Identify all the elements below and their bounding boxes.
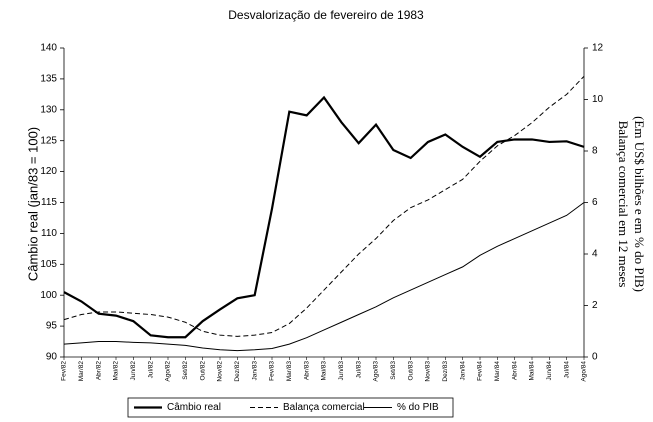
x-tick-label: Mar/83 (286, 361, 293, 382)
y-axis-label: Câmbio real (jan/83 = 100) (25, 127, 40, 281)
series-line (63, 75, 585, 337)
y-tick-label: 95 (46, 321, 58, 332)
x-tick-label: Ago/83 (373, 361, 380, 382)
x-tick-label: Mar/84 (494, 361, 501, 382)
x-tick-label: Ago/84 (581, 361, 588, 382)
x-tick-label: Fev/82 (61, 361, 68, 381)
x-tick-label: Abr/83 (303, 361, 310, 381)
y2-tick-label: 8 (592, 146, 598, 157)
y-tick-label: 135 (40, 74, 57, 85)
x-tick-label: Jul/84 (563, 361, 570, 379)
y-tick-label: 110 (41, 228, 57, 239)
y-tick-label: 125 (40, 135, 57, 146)
y2-axis-label: Balança comercial em 12 meses (616, 121, 631, 288)
x-tick-label: Mar/82 (78, 361, 85, 382)
series-line (63, 95, 585, 339)
x-tick-label: Dez/82 (234, 361, 241, 382)
x-tick-label: Fev/83 (269, 361, 276, 381)
x-tick-label: Set/83 (390, 361, 397, 380)
x-tick-label: Jan/83 (251, 361, 258, 381)
x-tick-label: Nov/83 (425, 361, 432, 382)
y-tick-label: 105 (40, 259, 57, 270)
x-tick-label: Jun/82 (130, 361, 137, 381)
y-tick-label: 130 (40, 104, 57, 115)
y-tick-label: 140 (40, 43, 57, 54)
x-tick-label: Jan/84 (459, 361, 466, 381)
x-tick-label: Ago/82 (165, 361, 172, 382)
x-tick-label: Set/82 (182, 361, 189, 380)
y2-tick-label: 6 (592, 197, 598, 208)
x-tick-label: Mai/84 (529, 361, 536, 381)
x-tick-label: Jun/84 (546, 361, 553, 381)
y2-tick-label: 2 (592, 300, 598, 311)
y2-tick-label: 12 (592, 43, 604, 54)
y2-axis-label: (Em US$ bilhões e em % do PIB) (632, 116, 647, 292)
legend-box (127, 397, 454, 418)
x-tick-label: Jul/83 (355, 361, 362, 379)
x-tick-label: Fev/84 (477, 361, 484, 381)
y2-tick-label: 0 (592, 352, 598, 363)
x-tick-label: Abr/82 (95, 361, 102, 381)
legend-label: Balança comercial (283, 402, 365, 413)
x-tick-label: Jun/83 (338, 361, 345, 381)
y-tick-label: 115 (41, 197, 57, 208)
y2-tick-label: 10 (592, 94, 604, 105)
x-tick-label: Jul/82 (147, 361, 154, 379)
y-tick-label: 120 (40, 166, 57, 177)
x-tick-label: Abr/84 (511, 361, 518, 381)
legend-label: Câmbio real (167, 402, 221, 413)
chart-title: Desvalorização de fevereiro de 1983 (228, 8, 424, 22)
x-tick-label: Dez/83 (442, 361, 449, 382)
legend-label: % do PIB (397, 402, 439, 413)
x-tick-label: Nov/82 (217, 361, 224, 382)
x-tick-label: Out/83 (407, 361, 414, 381)
y2-tick-label: 4 (592, 249, 598, 260)
x-tick-label: Mai/83 (321, 361, 328, 381)
series-line (63, 202, 585, 352)
y-tick-label: 100 (40, 290, 57, 301)
x-tick-label: Mai/82 (113, 361, 120, 381)
y-tick-label: 90 (46, 352, 58, 363)
x-tick-label: Out/82 (199, 361, 206, 381)
